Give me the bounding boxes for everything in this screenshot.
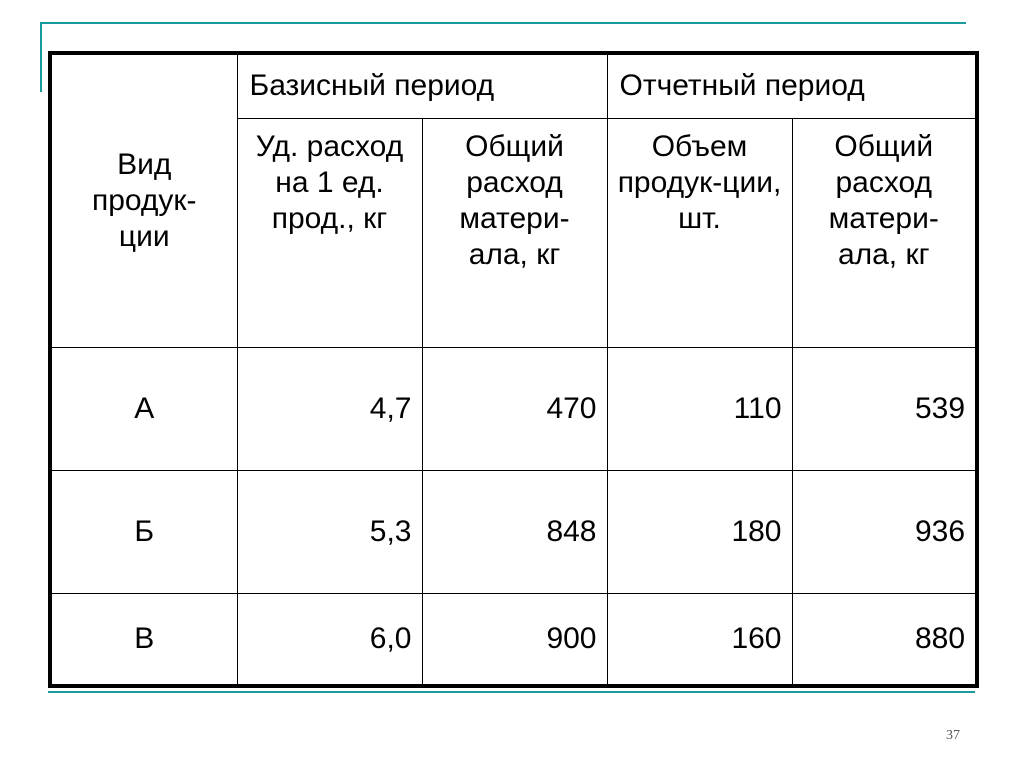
top-accent-line xyxy=(40,22,966,24)
product-cell: В xyxy=(49,592,238,687)
value-cell: 900 xyxy=(421,592,608,687)
value-cell: 5,3 xyxy=(236,469,423,594)
header-total-consumption-base: Общий расход матери-ала, кг xyxy=(421,117,608,348)
value-cell: 470 xyxy=(421,346,608,471)
header-base-period: Базисный период xyxy=(236,52,608,119)
bottom-accent-line xyxy=(48,691,975,693)
product-cell: Б xyxy=(49,469,238,594)
table-row: Б 5,3 848 180 936 xyxy=(49,469,978,594)
value-cell: 180 xyxy=(606,469,793,594)
product-cell: А xyxy=(49,346,238,471)
value-cell: 6,0 xyxy=(236,592,423,687)
header-product-type: Вид продук-ции xyxy=(49,52,238,348)
header-production-volume: Объем продук-ции, шт. xyxy=(606,117,793,348)
table-row: В 6,0 900 160 880 xyxy=(49,592,978,687)
value-cell: 880 xyxy=(791,592,978,687)
header-unit-consumption: Уд. расход на 1 ед. прод., кг xyxy=(236,117,423,348)
table-row: А 4,7 470 110 539 xyxy=(49,346,978,471)
value-cell: 110 xyxy=(606,346,793,471)
value-cell: 4,7 xyxy=(236,346,423,471)
value-cell: 936 xyxy=(791,469,978,594)
value-cell: 160 xyxy=(606,592,793,687)
data-table: Вид продук-ции Базисный период Отчетный … xyxy=(48,51,980,688)
page-number: 37 xyxy=(946,728,960,743)
header-total-consumption-report: Общий расход матери-ала, кг xyxy=(791,117,978,348)
value-cell: 848 xyxy=(421,469,608,594)
value-cell: 539 xyxy=(791,346,978,471)
left-accent-line xyxy=(40,22,42,92)
header-report-period: Отчетный период xyxy=(606,52,978,119)
